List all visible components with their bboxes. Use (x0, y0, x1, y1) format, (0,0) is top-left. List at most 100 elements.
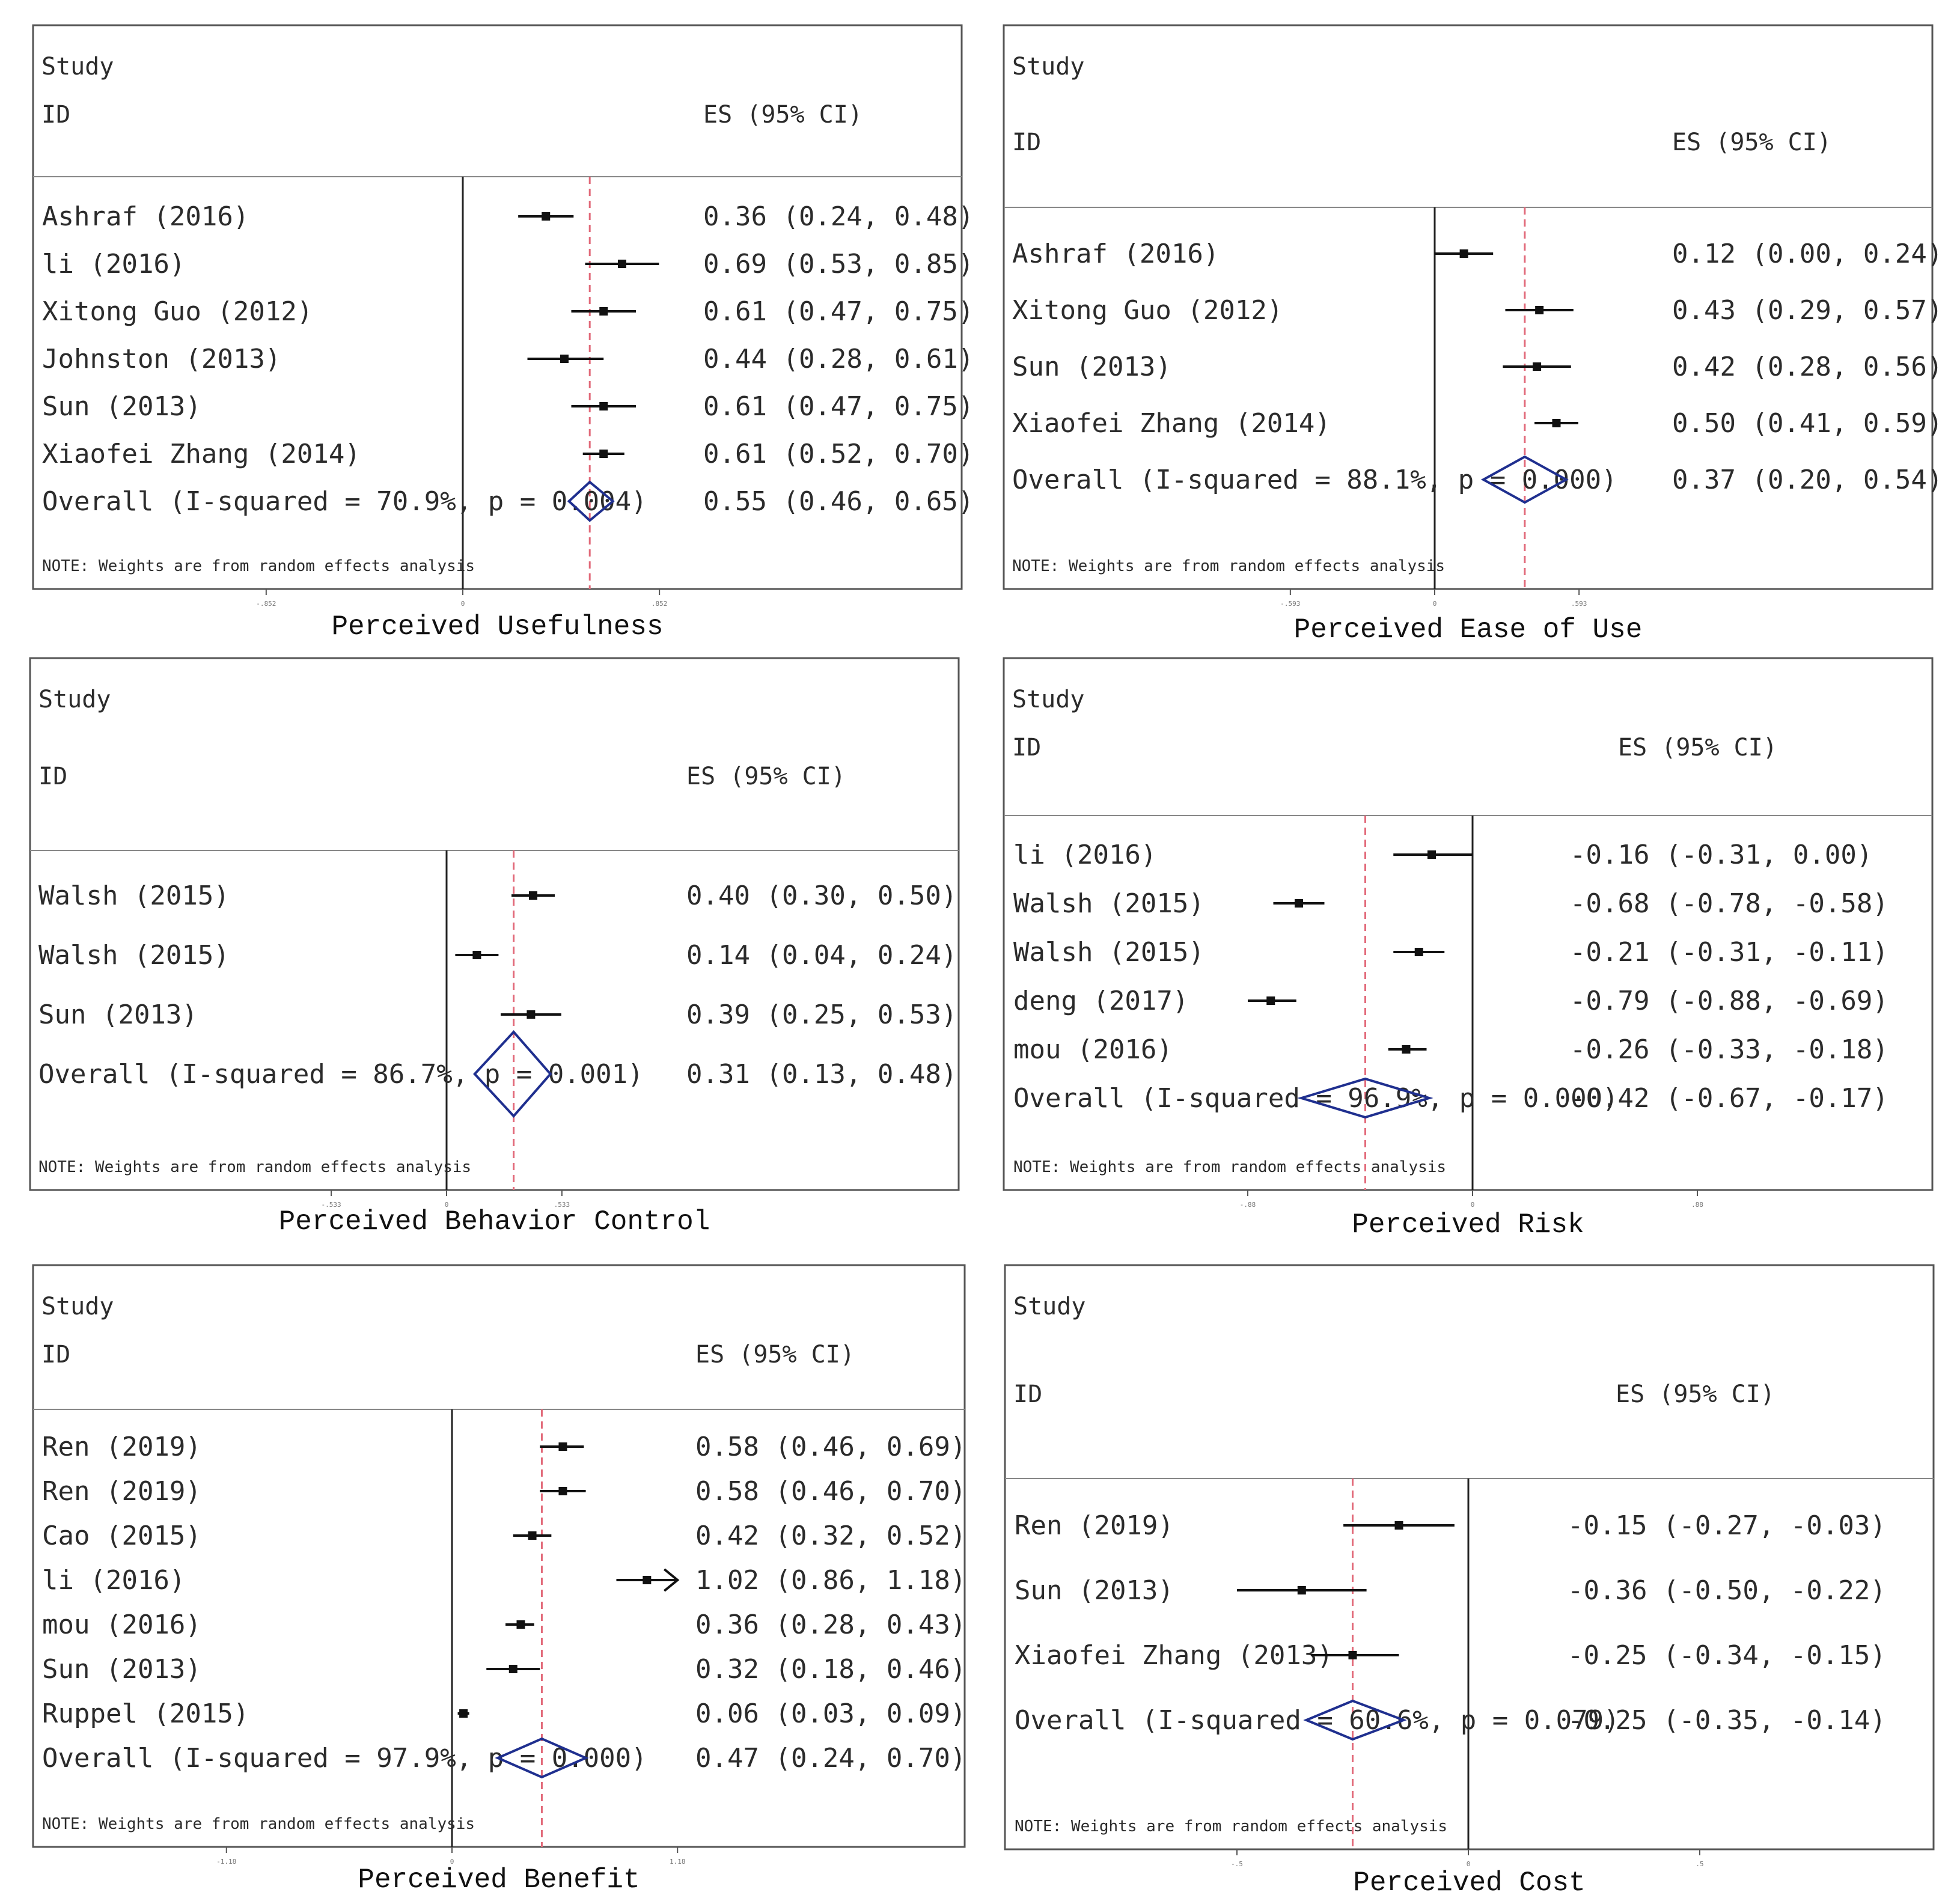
panel-title: Perceived Behavior Control (279, 1206, 710, 1237)
point-estimate (643, 1576, 652, 1584)
header-study: Study (1012, 686, 1084, 713)
forest-panel-5: Study ID ES (95% CI) Ren (2019) 0.58 (0.46, … (32, 1264, 966, 1896)
study-label: li (2016) (42, 1565, 185, 1596)
study-label: Ashraf (2016) (42, 201, 249, 232)
point-estimate (599, 402, 608, 410)
study-label: Sun (2013) (42, 1654, 201, 1685)
header-es: ES (95% CI) (686, 763, 846, 790)
panel-title: Perceived Cost (1353, 1867, 1585, 1899)
axis-tick-label: 0 (1467, 1860, 1471, 1868)
point-estimate (1297, 1586, 1306, 1594)
es-ci-label: 0.44 (0.28, 0.61) (703, 344, 974, 374)
point-estimate (1394, 1521, 1403, 1530)
point-estimate (1402, 1045, 1411, 1054)
point-estimate (1459, 249, 1468, 258)
point-estimate (1552, 419, 1561, 427)
header-study: Study (1012, 53, 1084, 81)
es-ci-label: 0.32 (0.18, 0.46) (695, 1654, 966, 1685)
axis-tick-label: -.533 (322, 1201, 341, 1209)
overall-es-ci-label: -0.42 (-0.67, -0.17) (1570, 1083, 1888, 1114)
panel-frame (32, 24, 963, 590)
overall-label: Overall (I-squared = 88.1%, p = 0.000) (1012, 465, 1617, 495)
study-label: Xitong Guo (2012) (1012, 295, 1283, 326)
header-id: ID (1012, 129, 1041, 156)
overall-es-ci-label: -0.25 (-0.35, -0.14) (1568, 1705, 1886, 1736)
ci-arrow (663, 1568, 680, 1592)
panel-frame (1003, 24, 1934, 590)
point-estimate (1533, 362, 1542, 371)
overall-diamond (473, 1030, 552, 1118)
es-ci-label: -0.79 (-0.88, -0.69) (1570, 986, 1888, 1016)
study-label: Ruppel (2015) (42, 1698, 249, 1729)
axis-tick-label: .5 (1696, 1860, 1703, 1868)
axis-tick-label: -.5 (1231, 1860, 1243, 1868)
es-ci-label: -0.26 (-0.33, -0.18) (1570, 1034, 1888, 1065)
forest-panel-1: Study ID ES (95% CI) Ashraf (2016) 0.36 (0.2… (32, 24, 974, 642)
axis-tick-label: .593 (1571, 600, 1587, 608)
study-label: Walsh (2015) (38, 940, 230, 971)
es-ci-label: 0.42 (0.32, 0.52) (695, 1521, 966, 1551)
es-ci-label: 0.50 (0.41, 0.59) (1672, 408, 1943, 439)
weights-note: NOTE: Weights are from random effects an… (42, 1815, 475, 1833)
axis-tick-label: 0 (1471, 1201, 1475, 1209)
overall-es-ci-label: 0.31 (0.13, 0.48) (686, 1059, 957, 1090)
point-estimate (472, 951, 481, 959)
study-label: Walsh (2015) (1013, 888, 1204, 919)
point-estimate (508, 1665, 517, 1673)
es-ci-label: 0.43 (0.29, 0.57) (1672, 295, 1943, 326)
es-ci-label: 0.14 (0.04, 0.24) (686, 940, 957, 971)
axis-tick-label: -.593 (1280, 600, 1300, 608)
weights-note: NOTE: Weights are from random effects an… (42, 557, 475, 575)
point-estimate (459, 1709, 468, 1718)
axis-tick-label: -1.18 (216, 1858, 236, 1866)
es-ci-label: 0.12 (0.00, 0.24) (1672, 239, 1943, 269)
overall-es-ci-label: 0.47 (0.24, 0.70) (695, 1743, 966, 1774)
study-label: Xitong Guo (2012) (42, 296, 313, 327)
overall-es-ci-label: 0.37 (0.20, 0.54) (1672, 465, 1943, 495)
study-label: Sun (2013) (1015, 1575, 1174, 1606)
forest-panel-2: Study ID ES (95% CI) Ashraf (2016) 0.12 (0.0… (1003, 24, 1943, 645)
es-ci-label: 0.06 (0.03, 0.09) (695, 1698, 966, 1729)
es-ci-label: 0.61 (0.47, 0.75) (703, 296, 974, 327)
point-estimate (558, 1487, 567, 1495)
point-estimate (1348, 1651, 1357, 1659)
header-id: ID (41, 101, 70, 129)
axis-tick-label: -.88 (1240, 1201, 1256, 1209)
point-estimate (527, 1010, 536, 1019)
axis-tick-label: 0 (450, 1858, 454, 1866)
point-estimate (529, 891, 537, 900)
study-label: mou (2016) (42, 1610, 201, 1640)
overall-diamond (567, 480, 615, 522)
axis-tick-label: .88 (1691, 1201, 1703, 1209)
panel-title: Perceived Risk (1352, 1209, 1584, 1240)
overall-label: Overall (I-squared = 70.9%, p = 0.004) (42, 486, 647, 517)
overall-label: Overall (I-squared = 97.9%, p = 0.000) (42, 1743, 647, 1774)
header-study: Study (38, 686, 111, 713)
study-label: Ren (2019) (42, 1432, 201, 1462)
axis-tick-label: 0 (1433, 600, 1437, 608)
panel-title: Perceived Benefit (358, 1864, 640, 1896)
es-ci-label: 0.40 (0.30, 0.50) (686, 880, 957, 911)
es-ci-label: -0.15 (-0.27, -0.03) (1568, 1510, 1886, 1541)
study-label: li (2016) (42, 249, 185, 279)
header-es: ES (95% CI) (1616, 1381, 1775, 1408)
axis-tick-label: 1.18 (670, 1858, 686, 1866)
point-estimate (599, 450, 608, 458)
es-ci-label: 0.58 (0.46, 0.69) (695, 1432, 966, 1462)
axis-tick-label: .533 (554, 1201, 570, 1209)
point-estimate (1295, 899, 1303, 908)
es-ci-label: 0.58 (0.46, 0.70) (695, 1476, 966, 1507)
overall-es-ci-label: 0.55 (0.46, 0.65) (703, 486, 974, 517)
es-ci-label: 0.61 (0.52, 0.70) (703, 439, 974, 469)
study-label: Ren (2019) (1015, 1510, 1174, 1541)
header-es: ES (95% CI) (695, 1341, 855, 1368)
header-es: ES (95% CI) (1672, 129, 1831, 156)
es-ci-label: -0.68 (-0.78, -0.58) (1570, 888, 1888, 919)
es-ci-label: -0.25 (-0.34, -0.15) (1568, 1640, 1886, 1671)
overall-label: Overall (I-squared = 96.9%, p = 0.000) (1013, 1083, 1619, 1114)
overall-label: Overall (I-squared = 86.7%, p = 0.001) (38, 1059, 644, 1090)
point-estimate (516, 1620, 525, 1629)
header-es: ES (95% CI) (1618, 734, 1777, 761)
point-estimate (1414, 948, 1423, 956)
forest-panel-3: Study ID ES (95% CI) Walsh (2015) 0.40 (0.30… (29, 657, 960, 1237)
